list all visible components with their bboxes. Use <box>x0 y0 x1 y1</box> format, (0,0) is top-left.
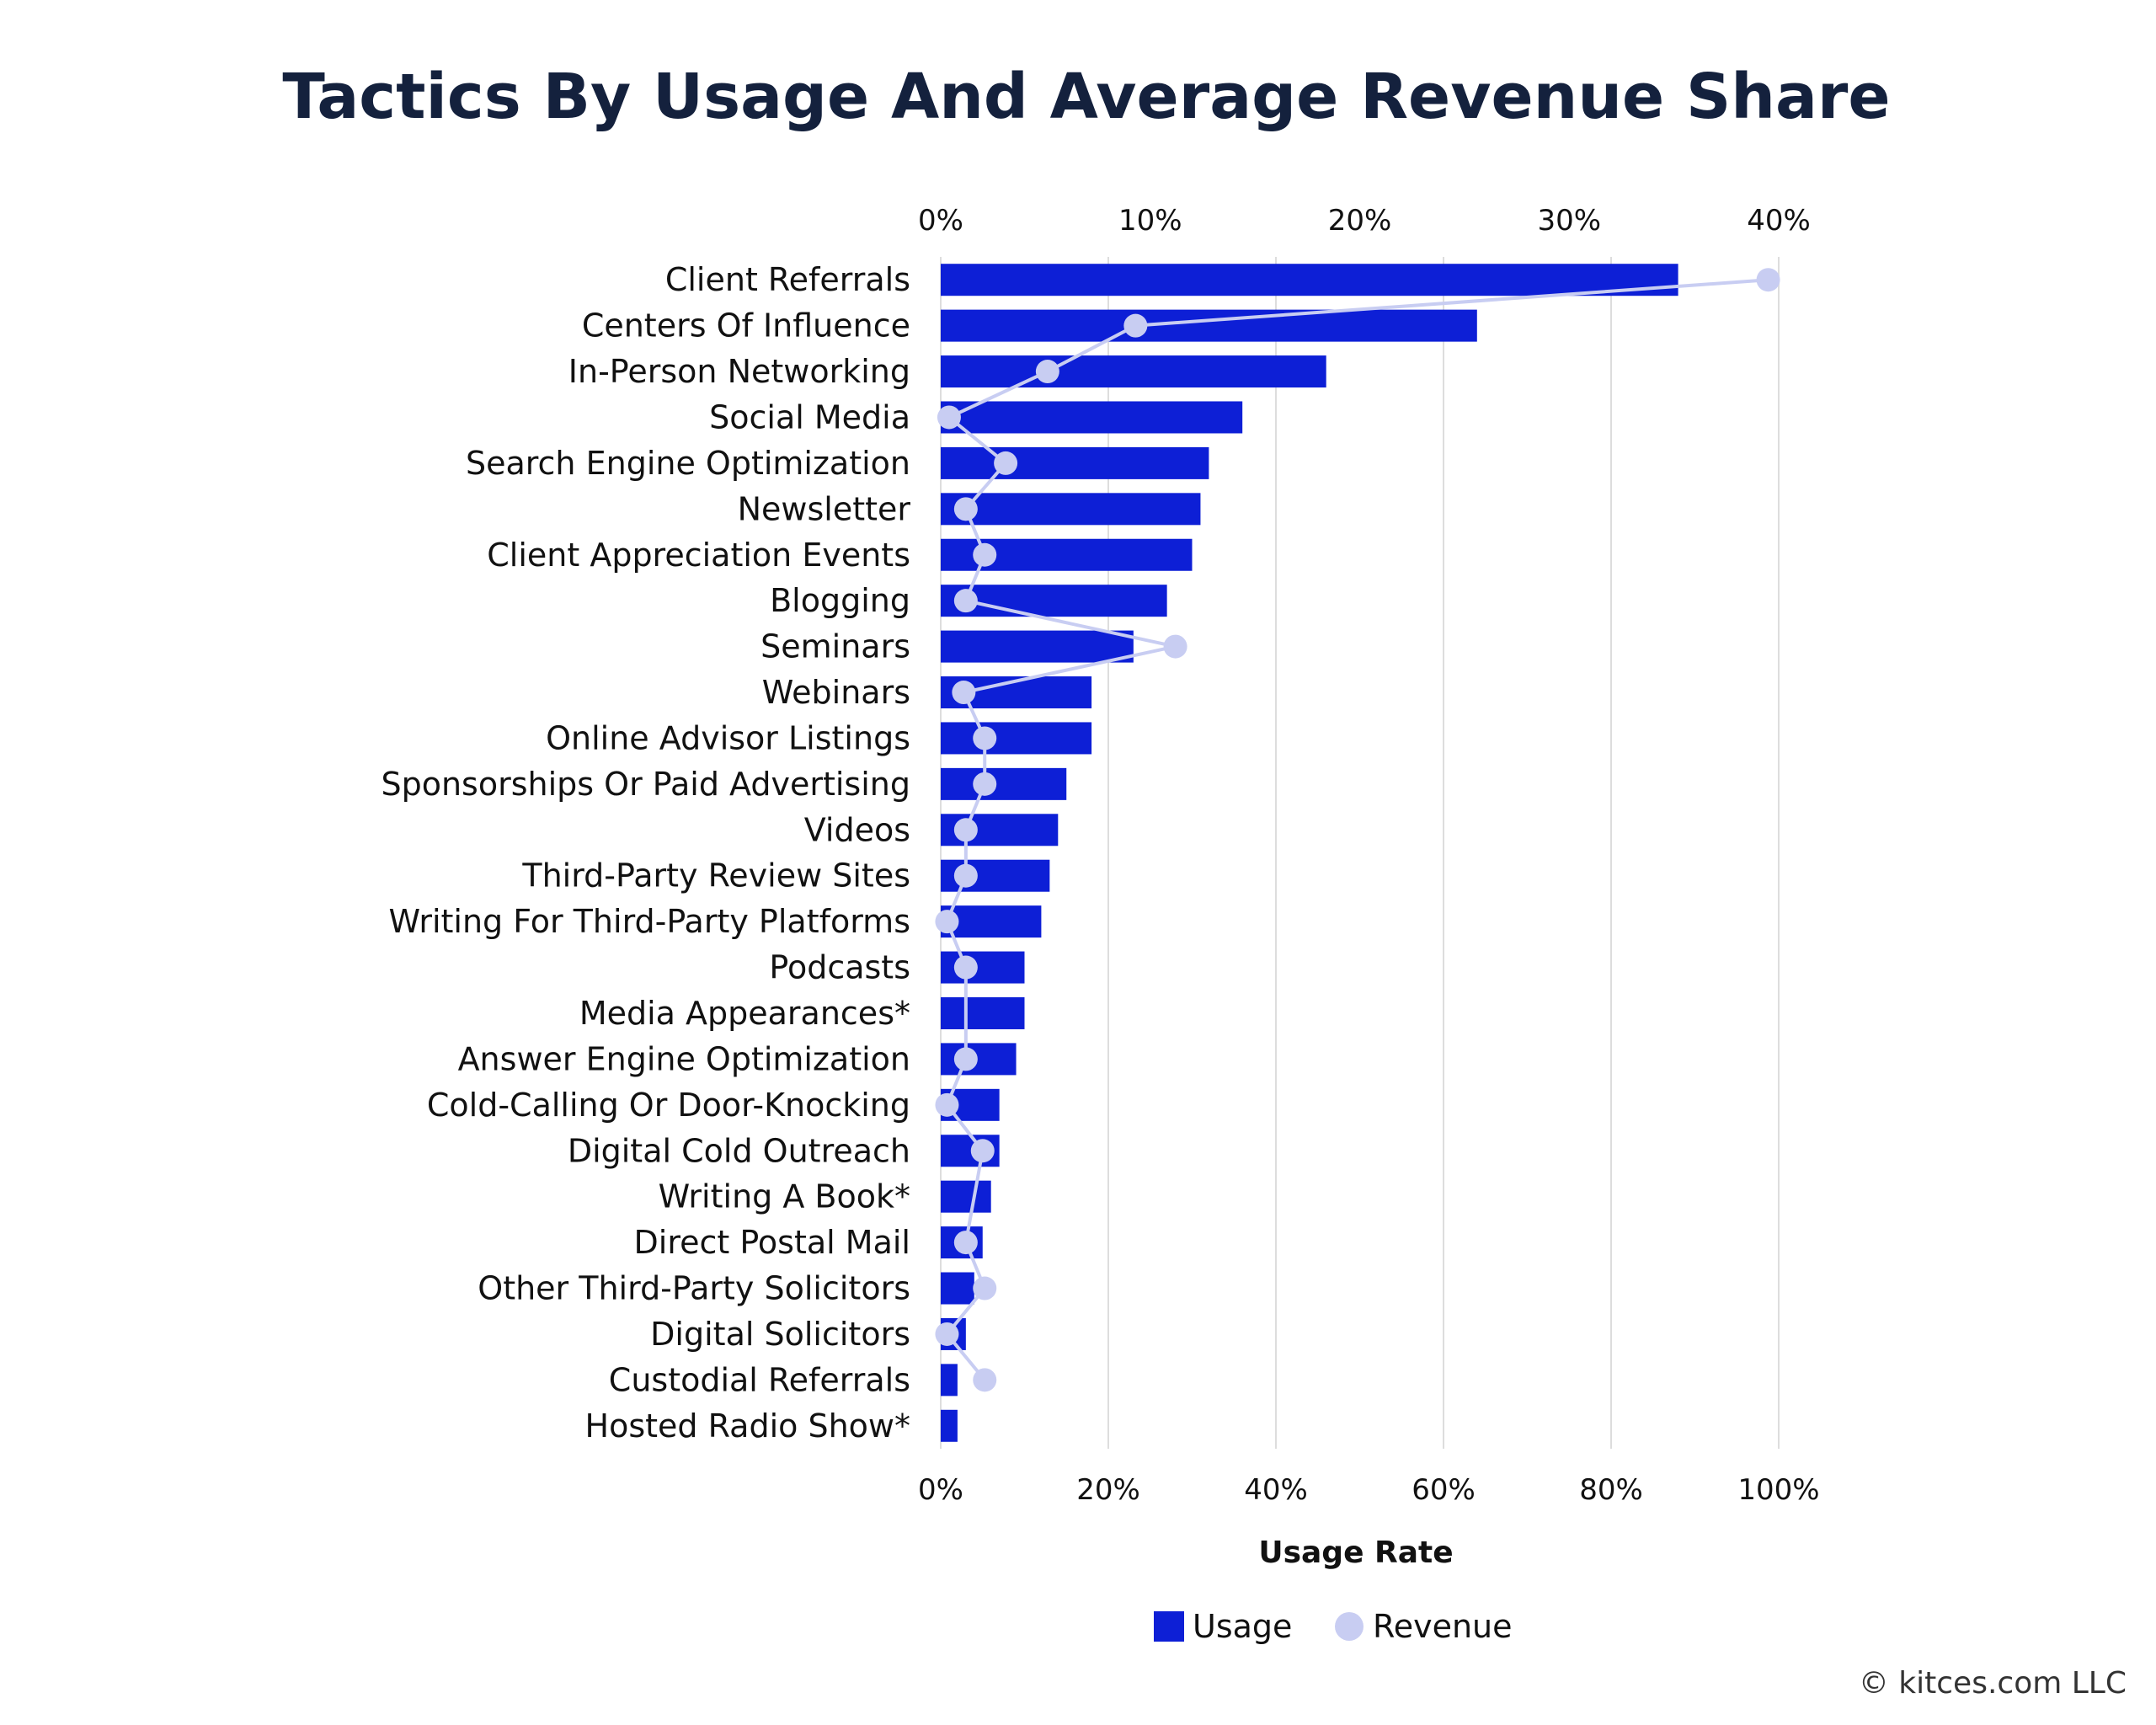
usage-bar <box>941 1043 1017 1076</box>
category-label: Newsletter <box>738 490 911 527</box>
category-label: Sponsorships Or Paid Advertising <box>381 766 910 803</box>
revenue-point <box>973 772 997 796</box>
category-label: Social Media <box>709 398 910 435</box>
bottom-tick-label: 40% <box>1244 1473 1308 1507</box>
revenue-point <box>935 1322 959 1346</box>
category-label: Cold-Calling Or Door-Knocking <box>427 1087 910 1124</box>
usage-bar <box>941 1409 958 1442</box>
usage-bar <box>941 1364 958 1397</box>
legend-usage-swatch <box>1154 1611 1184 1642</box>
revenue-point <box>1163 634 1187 659</box>
category-label: Blogging <box>770 582 910 619</box>
category-label: Search Engine Optimization <box>466 445 910 482</box>
revenue-point <box>1123 313 1148 338</box>
revenue-point <box>973 1368 997 1392</box>
top-axis-ticks: 0% 10% 20% 30% 40% <box>918 204 1811 238</box>
revenue-point <box>973 542 997 567</box>
revenue-point <box>994 451 1018 475</box>
revenue-point <box>935 910 959 934</box>
usage-bar <box>941 309 1477 342</box>
bottom-tick-label: 0% <box>918 1473 963 1507</box>
category-label: Third-Party Review Sites <box>521 857 910 895</box>
top-tick-label: 30% <box>1537 204 1601 238</box>
source-note: © kitces.com LLC <box>1859 1666 2127 1701</box>
usage-bar <box>941 355 1326 388</box>
category-label: In-Person Networking <box>568 353 910 390</box>
revenue-point <box>935 1092 959 1117</box>
category-label: Answer Engine Optimization <box>458 1040 910 1077</box>
revenue-line <box>944 278 1769 1381</box>
usage-bar <box>941 1272 974 1305</box>
revenue-point <box>937 405 961 430</box>
grid-lines <box>940 257 1780 1449</box>
usage-bar <box>941 996 1025 1029</box>
chart-title: Tactics By Usage And Average Revenue Sha… <box>282 61 1890 133</box>
category-label: Media Appearances* <box>579 995 910 1032</box>
legend-revenue-label: Revenue <box>1373 1608 1513 1645</box>
usage-bar <box>941 446 1209 479</box>
category-label: Digital Cold Outreach <box>568 1132 910 1169</box>
revenue-point <box>953 497 978 521</box>
category-label: Seminars <box>760 628 910 665</box>
category-label: Custodial Referrals <box>609 1361 910 1398</box>
revenue-point <box>953 818 978 842</box>
category-label: Centers Of Influence <box>582 307 910 344</box>
category-label: Other Third-Party Solicitors <box>478 1270 910 1307</box>
usage-bar <box>941 722 1092 755</box>
category-label: Client Referrals <box>665 261 910 298</box>
bottom-tick-label: 20% <box>1076 1473 1140 1507</box>
usage-bar <box>941 767 1067 800</box>
usage-bar <box>941 493 1201 526</box>
category-label: Online Advisor Listings <box>546 719 910 756</box>
category-label: Digital Solicitors <box>650 1316 910 1353</box>
top-tick-label: 40% <box>1747 204 1811 238</box>
usage-bars <box>941 264 1678 1442</box>
revenue-point <box>953 1231 978 1255</box>
usage-bar <box>941 264 1678 296</box>
revenue-point <box>970 1139 995 1163</box>
usage-bar <box>941 951 1025 984</box>
bottom-tick-label: 60% <box>1412 1473 1476 1507</box>
top-tick-label: 10% <box>1118 204 1182 238</box>
revenue-point <box>953 1047 978 1071</box>
category-label: Direct Postal Mail <box>634 1224 910 1261</box>
category-label: Writing For Third-Party Platforms <box>388 903 910 940</box>
usage-bar <box>941 585 1167 617</box>
revenue-series <box>935 268 1780 1392</box>
category-label: Videos <box>804 811 910 848</box>
category-label: Client Appreciation Events <box>487 537 910 574</box>
revenue-point <box>953 955 978 980</box>
revenue-point <box>1035 360 1059 384</box>
legend-revenue-swatch <box>1335 1612 1364 1641</box>
category-label: Hosted Radio Show* <box>585 1407 911 1445</box>
usage-bar <box>941 1180 991 1213</box>
revenue-point <box>952 681 976 705</box>
legend: Usage Revenue <box>1154 1608 1513 1645</box>
usage-bar <box>941 630 1134 663</box>
bottom-tick-label: 80% <box>1579 1473 1643 1507</box>
revenue-point <box>953 589 978 613</box>
category-label: Podcasts <box>769 949 910 986</box>
bottom-axis-ticks: 0% 20% 40% 60% 80% 100% <box>918 1473 1820 1507</box>
legend-usage-label: Usage <box>1193 1608 1292 1645</box>
revenue-point <box>1756 268 1780 292</box>
revenue-point <box>973 1276 997 1300</box>
top-tick-label: 0% <box>918 204 963 238</box>
category-labels: Client Referrals Centers Of Influence In-P… <box>381 261 910 1445</box>
bottom-tick-label: 100% <box>1737 1473 1819 1507</box>
revenue-point <box>953 863 978 888</box>
x-axis-title: Usage Rate <box>1258 1535 1453 1570</box>
usage-bar <box>941 401 1243 434</box>
revenue-point <box>973 726 997 750</box>
category-label: Writing A Book* <box>659 1178 910 1215</box>
top-tick-label: 20% <box>1328 204 1392 238</box>
category-label: Webinars <box>762 674 910 711</box>
